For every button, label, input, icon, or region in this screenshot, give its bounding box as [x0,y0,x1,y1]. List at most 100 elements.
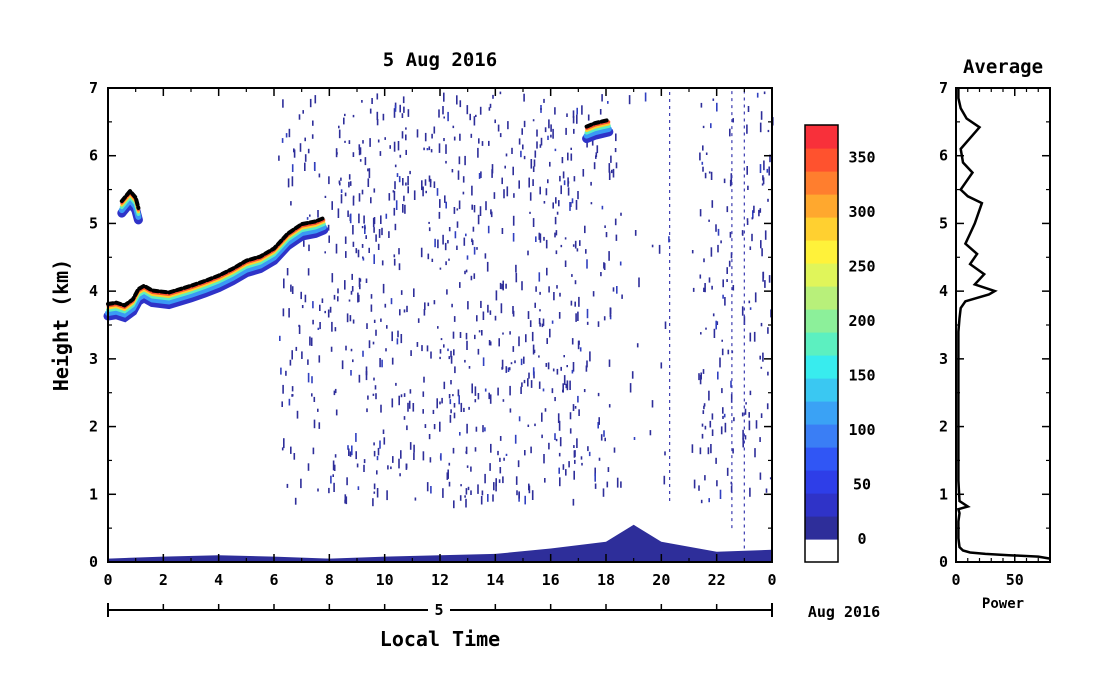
noise-speck [481,330,483,336]
noise-speck [530,380,533,388]
noise-speck [443,344,445,348]
noise-speck [466,340,468,350]
noise-speck [702,125,705,129]
y-tick-label: 4 [89,282,98,300]
noise-speck [447,348,449,352]
noise-speck [597,392,600,397]
noise-speck [543,454,545,464]
noise-speck [421,180,423,191]
noise-speck [329,306,332,313]
noise-speck [465,332,468,340]
noise-speck [747,185,749,190]
heatmap-frame [107,87,773,563]
noise-speck [554,232,556,238]
noise-speck [448,462,451,466]
noise-speck [311,393,313,397]
noise-speck [509,408,512,413]
noise-speck [603,262,605,269]
noise-speck [482,311,485,320]
noise-speck [759,355,761,360]
noise-speck [380,404,382,413]
noise-speck [279,335,281,341]
noise-speck [409,170,411,175]
noise-speck [746,166,748,175]
noise-speck [730,252,733,259]
noise-speck [471,383,473,394]
noise-speck [283,278,285,289]
ground-clutter [108,524,772,562]
noise-speck [475,426,478,432]
noise-speck [700,499,703,504]
noise-speck [433,300,436,305]
noise-speck [459,282,461,288]
noise-speck [282,308,285,317]
noise-speck [574,240,577,249]
noise-speck [572,404,575,411]
noise-speck [614,148,617,153]
average-y-tick-label: 5 [939,214,948,232]
noise-speck [761,248,763,257]
noise-speck [755,420,758,429]
noise-speck [413,444,415,453]
noise-speck [767,371,769,376]
noise-speck [460,484,462,487]
noise-speck [767,198,769,202]
colorbar-swatch [805,355,838,379]
noise-speck [369,108,372,114]
noise-speck [769,154,771,163]
noise-speck [466,105,469,115]
noise-speck [346,313,349,323]
noise-speck [550,124,552,132]
noise-speck [751,233,753,242]
noise-speck [545,188,548,196]
noise-speck [528,372,530,379]
noise-speck [464,155,466,166]
noise-speck [394,164,397,168]
noise-speck [756,92,759,98]
noise-speck [422,409,424,414]
noise-speck [355,433,357,442]
noise-speck [317,408,319,412]
colorbar-swatch [805,493,838,517]
noise-speck [317,210,319,218]
noise-speck [337,296,339,302]
inversion-layer [103,216,329,323]
noise-speck [703,287,705,292]
noise-speck [398,263,401,271]
noise-speck [437,326,439,329]
noise-speck [471,185,473,196]
noise-speck [762,272,764,282]
noise-speck [577,395,579,403]
noise-speck [540,108,542,110]
noise-speck [491,169,493,178]
noise-speck [563,375,566,385]
noise-speck [370,294,373,299]
noise-speck [523,93,525,102]
noise-speck [530,159,533,169]
y-tick-label: 7 [89,79,98,97]
noise-speck [597,422,599,429]
noise-speck [691,250,694,254]
colorbar-swatch [805,424,838,448]
noise-speck [542,388,545,392]
noise-speck [469,113,471,121]
colorbar-swatch [805,148,838,172]
noise-speck [743,316,746,325]
noise-speck [409,442,412,450]
noise-speck [386,325,388,329]
noise-speck [372,498,374,507]
noise-speck [282,99,284,108]
noise-speck [433,126,436,134]
noise-speck [451,169,454,173]
noise-speck [601,205,604,210]
noise-speck [328,235,330,243]
noise-speck [328,487,330,494]
noise-speck [416,129,419,138]
noise-speck [587,446,589,452]
noise-speck [558,200,560,207]
noise-speck [373,217,376,225]
noise-speck [514,360,516,364]
noise-speck [539,186,541,195]
noise-speck [387,465,389,470]
noise-speck [456,208,459,211]
